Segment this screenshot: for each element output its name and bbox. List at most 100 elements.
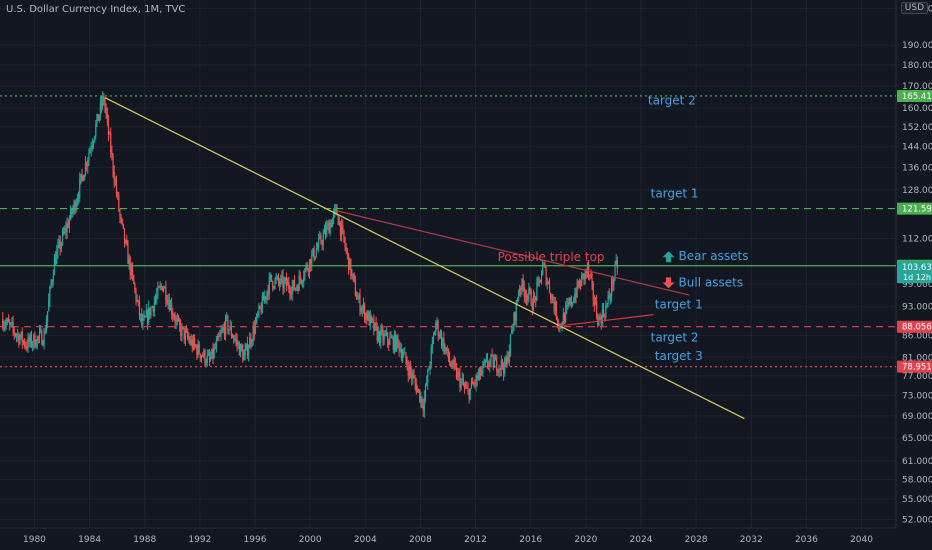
candle-body xyxy=(539,279,541,283)
candle-body xyxy=(567,302,569,305)
candle-body xyxy=(29,334,31,343)
candle-body xyxy=(459,373,461,388)
candle-body xyxy=(491,355,493,357)
candle-body xyxy=(602,309,605,316)
price-tick-label: 190.000 xyxy=(902,41,932,51)
candle-body xyxy=(269,274,272,278)
candle-body xyxy=(337,215,339,225)
candle-body xyxy=(203,350,205,357)
candle-body xyxy=(54,257,57,265)
candle-body xyxy=(267,291,269,295)
candle-body xyxy=(368,312,370,326)
candle-body xyxy=(180,325,182,336)
price-axis[interactable]: 52.000 55.000 58.000 61.000 65.000 69.000 73.0… xyxy=(897,5,932,526)
candle-body xyxy=(89,149,91,154)
candle-body xyxy=(483,363,485,365)
candle-body xyxy=(231,335,234,338)
candle-body xyxy=(324,228,327,235)
candle-body xyxy=(222,327,224,330)
candle-body xyxy=(210,358,212,360)
time-axis[interactable]: 1980 1984 1988 1992 1996 2000 2004 2008 2012 2016… xyxy=(23,535,873,545)
candle-body xyxy=(19,337,21,344)
horizontal-levels xyxy=(0,95,896,368)
candle-body xyxy=(575,294,577,297)
candle-body xyxy=(403,352,405,356)
candle-body xyxy=(21,331,23,343)
price-tick-label: 86.000 xyxy=(902,331,932,341)
candle-body xyxy=(58,240,60,246)
candle-body xyxy=(522,278,524,288)
price-tick-label: 69.000 xyxy=(902,412,932,422)
candle-body xyxy=(133,275,135,284)
time-tick-label: 2008 xyxy=(409,535,432,545)
candle-body xyxy=(142,319,144,325)
candle-body xyxy=(331,218,334,227)
candle-body xyxy=(547,282,549,284)
candle-body xyxy=(398,341,400,351)
candle-body xyxy=(386,332,389,342)
candle-body xyxy=(500,360,502,370)
candle-body xyxy=(281,275,283,278)
trendlines xyxy=(104,96,745,420)
candle-body xyxy=(499,367,501,370)
candle-body xyxy=(250,337,252,345)
candle-body xyxy=(362,304,365,308)
candle-body xyxy=(504,358,506,374)
candle-body xyxy=(616,259,618,269)
candle-body xyxy=(466,387,468,389)
candle-body xyxy=(543,263,545,266)
candle-body xyxy=(322,234,324,245)
candle-body xyxy=(612,279,614,286)
candle-body xyxy=(591,277,593,284)
candle-body xyxy=(576,281,578,297)
current-price-tag xyxy=(897,261,932,284)
candle-body xyxy=(65,228,67,232)
candle-body xyxy=(184,330,187,340)
candle-body xyxy=(287,282,289,286)
candle-body xyxy=(550,292,552,300)
candle-body xyxy=(199,353,201,359)
candle-body xyxy=(72,209,74,214)
candle-body xyxy=(358,295,360,299)
candle-body xyxy=(349,258,351,270)
level-price-tag xyxy=(897,202,932,215)
candle-body xyxy=(588,264,590,275)
candle-body xyxy=(565,306,567,323)
candle-body xyxy=(129,258,131,275)
candle-body xyxy=(265,296,267,299)
candle-body xyxy=(497,371,499,373)
candle-body xyxy=(46,311,49,322)
candle-body xyxy=(79,178,81,198)
candle-body xyxy=(90,147,92,150)
candle-body xyxy=(311,254,313,267)
candle-body xyxy=(97,114,99,121)
candle-body xyxy=(100,102,103,107)
candle-body xyxy=(556,318,559,323)
candle-body xyxy=(498,367,500,373)
time-tick-label: 1992 xyxy=(188,535,211,545)
price-tick-label: 160.000 xyxy=(902,104,932,114)
candle-body xyxy=(49,287,51,301)
level-price-label: 121.599 xyxy=(902,205,932,215)
candle-body xyxy=(140,314,142,316)
candle-body xyxy=(63,232,65,234)
currency-button[interactable]: USD xyxy=(900,2,928,14)
candle-body xyxy=(353,275,355,281)
candle-body xyxy=(172,314,174,317)
level-price-label: 88.056 xyxy=(902,323,932,333)
candle-body xyxy=(332,212,335,219)
level-price-label: 78.951 xyxy=(902,363,932,373)
candle-body xyxy=(17,334,19,336)
candle-body xyxy=(159,285,161,288)
candle-body xyxy=(328,223,330,234)
time-tick-label: 1984 xyxy=(78,535,101,545)
candle-body xyxy=(123,228,126,243)
candle-body xyxy=(239,344,242,356)
candle-body xyxy=(392,337,394,350)
candle-body xyxy=(352,273,354,276)
candle-body xyxy=(508,351,510,362)
candle-body xyxy=(301,281,304,283)
candle-body xyxy=(187,331,189,338)
candle-body xyxy=(446,348,448,351)
